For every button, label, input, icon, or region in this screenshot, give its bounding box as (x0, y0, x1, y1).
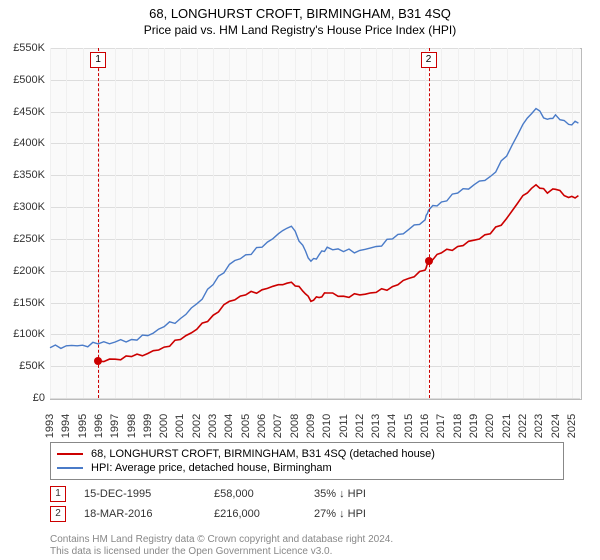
chart-lines (50, 48, 580, 398)
x-tick-label: 1995 (77, 414, 89, 438)
x-tick-label: 2017 (435, 414, 447, 438)
x-tick-label: 1999 (142, 414, 154, 438)
footnote-1: Contains HM Land Registry data © Crown c… (50, 534, 393, 545)
x-tick-label: 2014 (386, 414, 398, 438)
marker-date: 18-MAR-2016 (84, 508, 214, 520)
x-tick-label: 1994 (60, 414, 72, 438)
marker-date: 15-DEC-1995 (84, 488, 214, 500)
x-tick-label: 2015 (403, 414, 415, 438)
y-tick-label: £100K (13, 328, 45, 340)
marker-vline (429, 48, 430, 398)
x-tick-label: 2000 (158, 414, 170, 438)
y-tick-label: £300K (13, 201, 45, 213)
marker-box-icon: 2 (50, 506, 66, 522)
chart-title: 68, LONGHURST CROFT, BIRMINGHAM, B31 4SQ (0, 0, 600, 21)
x-tick-label: 2024 (550, 414, 562, 438)
legend-swatch (57, 453, 83, 455)
x-tick-label: 1997 (109, 414, 121, 438)
x-tick-label: 2023 (533, 414, 545, 438)
x-tick-label: 1996 (93, 414, 105, 438)
x-tick-label: 2009 (305, 414, 317, 438)
legend-swatch (57, 467, 83, 469)
legend-label: HPI: Average price, detached house, Birm… (91, 462, 332, 474)
marker-dot (425, 257, 433, 265)
x-tick-label: 2008 (289, 414, 301, 438)
marker-price: £58,000 (214, 488, 314, 500)
x-tick-label: 2025 (566, 414, 578, 438)
legend-item: 68, LONGHURST CROFT, BIRMINGHAM, B31 4SQ… (57, 447, 557, 461)
x-tick-label: 1993 (44, 414, 56, 438)
series-hpi (50, 109, 578, 349)
x-tick-label: 2021 (501, 414, 513, 438)
x-tick-label: 2006 (256, 414, 268, 438)
x-tick-label: 2019 (468, 414, 480, 438)
x-tick-label: 2005 (240, 414, 252, 438)
y-tick-label: £200K (13, 265, 45, 277)
legend-label: 68, LONGHURST CROFT, BIRMINGHAM, B31 4SQ… (91, 448, 435, 460)
x-tick-label: 2022 (517, 414, 529, 438)
marker-data-row: 1 15-DEC-1995£58,00035% ↓ HPI (50, 486, 414, 502)
x-tick-label: 2011 (338, 414, 350, 438)
gridline-h (50, 398, 580, 399)
marker-price: £216,000 (214, 508, 314, 520)
y-tick-label: £550K (13, 42, 45, 54)
marker-vline (98, 48, 99, 398)
x-tick-label: 2002 (191, 414, 203, 438)
x-tick-label: 2013 (370, 414, 382, 438)
y-tick-label: £450K (13, 106, 45, 118)
x-tick-label: 2001 (174, 414, 186, 438)
x-tick-label: 2010 (321, 414, 333, 438)
marker-delta: 35% ↓ HPI (314, 488, 414, 500)
series-property (98, 185, 578, 362)
y-tick-label: £500K (13, 74, 45, 86)
marker-box: 1 (90, 52, 106, 68)
y-tick-label: £150K (13, 297, 45, 309)
y-tick-label: £50K (19, 360, 45, 372)
y-tick-label: £350K (13, 169, 45, 181)
x-tick-label: 2018 (452, 414, 464, 438)
marker-box: 2 (421, 52, 437, 68)
x-tick-label: 2012 (354, 414, 366, 438)
x-tick-label: 2016 (419, 414, 431, 438)
x-tick-label: 2020 (484, 414, 496, 438)
y-tick-label: £250K (13, 233, 45, 245)
footnote-2: This data is licensed under the Open Gov… (50, 546, 332, 557)
y-tick-label: £0 (33, 392, 45, 404)
chart-subtitle: Price paid vs. HM Land Registry's House … (0, 21, 600, 43)
legend: 68, LONGHURST CROFT, BIRMINGHAM, B31 4SQ… (50, 442, 564, 480)
x-tick-label: 2004 (223, 414, 235, 438)
legend-item: HPI: Average price, detached house, Birm… (57, 461, 557, 475)
marker-delta: 27% ↓ HPI (314, 508, 414, 520)
x-tick-label: 2003 (207, 414, 219, 438)
x-tick-label: 1998 (126, 414, 138, 438)
marker-box-icon: 1 (50, 486, 66, 502)
x-tick-label: 2007 (272, 414, 284, 438)
marker-data-row: 2 18-MAR-2016£216,00027% ↓ HPI (50, 506, 414, 522)
y-tick-label: £400K (13, 137, 45, 149)
marker-dot (94, 357, 102, 365)
